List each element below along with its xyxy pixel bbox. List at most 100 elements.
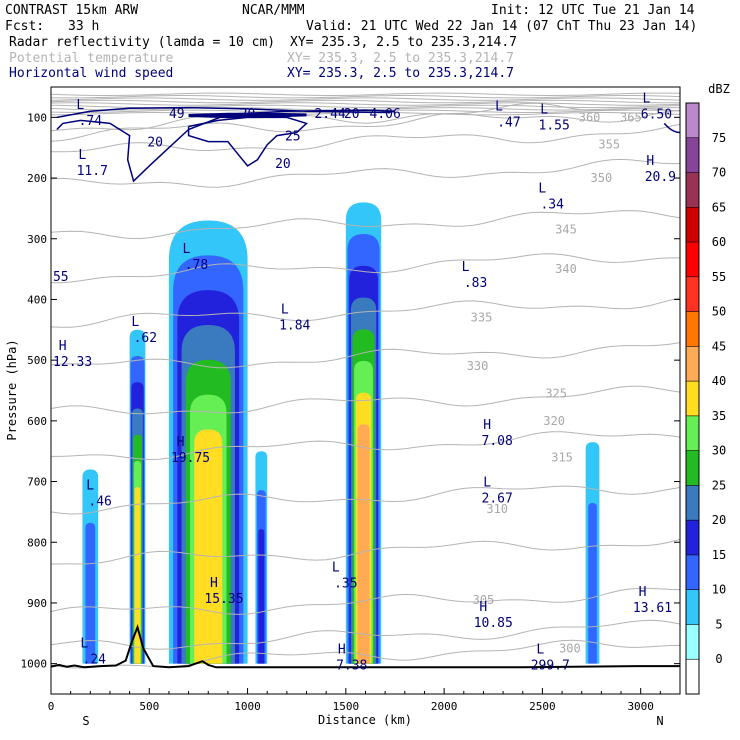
colorbar-swatch [686,172,699,208]
extremum-kind: L [538,181,546,196]
extremum-value: .83 [464,276,487,291]
wind-contour-label: 20 [344,107,360,122]
theta-contour-label: 320 [543,414,565,428]
y-tick-label: 900 [27,597,47,610]
theta-contour-label: 300 [559,641,581,655]
theta-contour-strat [51,99,680,104]
wind-contour [663,122,680,134]
extremum-value: .46 [88,495,111,510]
reflectivity-shell [588,503,597,664]
y-tick-label: 500 [27,354,47,367]
reflectivity-shell [134,487,141,664]
colorbar-swatch [686,659,699,694]
extremum-value: 1.84 [279,319,310,334]
extremum-kind: L [281,303,289,318]
y-tick-label: 100 [27,111,47,124]
theta-contour-label: 305 [473,593,495,607]
field-xy-wind: XY= 235.3, 2.5 to 235.3,214.7 [287,66,514,81]
theta-contour-335 [51,297,680,328]
colorbar-swatch [686,276,699,312]
colorbar: dBZ 0 5 10 15 20 25 30 35 40 45 50 55 60 65 70 75 [685,82,730,695]
theta-contour-strat [51,92,680,96]
extremum-value: 15.35 [204,592,243,607]
colorbar-label: 45 [712,339,726,353]
x-tick-label: 1000 [234,700,261,713]
colorbar-label: 35 [712,409,726,423]
y-axis: 100 200 300 400 500 600 700 800 900 1000 [21,111,680,671]
colorbar-swatch [686,450,699,486]
field-name-reflectivity: Radar reflectivity (lamda = 10 cm) [9,35,275,50]
reflectivity-shell [194,429,223,664]
extremum-kind: H [177,435,185,450]
x-axis-label: Distance (km) [318,713,412,727]
extremum-value: .47 [497,115,520,130]
theta-contour-label: 350 [591,171,613,185]
extremum-kind: L [86,479,94,494]
wind-contour-label: 2.44 [314,107,345,122]
y-tick-label: 400 [27,293,47,306]
y-tick-label: 1000 [21,658,48,671]
extremum-value: 2.67 [482,492,513,507]
extremum-value: .24 [83,653,107,668]
colorbar-label: 30 [712,444,726,458]
theta-contour-strat [51,109,680,113]
theta-contour-label: 355 [598,138,620,152]
colorbar-label: 50 [712,305,726,319]
extremum-kind: L [540,102,548,117]
extremum-kind: H [479,600,487,615]
theta-contour-305 [51,587,680,615]
extremum-kind: L [80,637,88,652]
extremum-value: .55 [45,270,68,285]
wind-contour-label: 25 [285,130,301,145]
reflectivity-fill [82,202,600,664]
init-time: Init: 12 UTC Tue 21 Jan 14 [491,3,695,18]
y-axis-label: Pressure (hPa) [5,339,19,440]
theta-contour-360 [51,109,680,142]
reflectivity-shell [258,529,265,664]
extremum-kind: L [642,91,650,106]
colorbar-label: 0 [715,652,722,666]
x-tick-label: 2000 [431,700,458,713]
extremum-kind: H [483,418,491,433]
colorbar-label: 75 [712,131,726,145]
y-tick-label: 200 [27,172,47,185]
theta-contour-label: 345 [555,223,577,237]
theta-contour-350 [51,158,680,188]
colorbar-swatch [686,485,699,521]
theta-contour-label: 335 [471,311,493,325]
wind-contour-label: 20 [240,107,256,122]
x-tick-label: 1500 [333,700,360,713]
colorbar-swatch [686,103,699,138]
field-name-wind: Horizontal wind speed [9,66,173,81]
colorbar-unit: dBZ [708,82,730,96]
colorbar-swatch [686,415,699,451]
valid-time: Valid: 21 UTC Wed 22 Jan 14 (07 ChT Thu … [306,19,697,34]
plot-area: 300 305 310 315 320 325 330 335 340 345 350 355 360 3… [45,91,680,674]
colorbar-label: 65 [712,200,726,214]
y-tick-label: 800 [27,536,47,549]
field-name-theta: Potential temperature [9,51,174,66]
extremum-value: .35 [334,577,357,592]
extremum-value: .78 [185,258,208,273]
extremum-value: 299.7 [531,659,570,674]
x-tick-label: 500 [139,700,159,713]
extremum-kind: L [462,260,470,275]
wind-contour-label: 20 [275,157,291,172]
extremum-kind: L [495,99,503,114]
theta-contours: 300 305 310 315 320 325 330 335 340 345 350 355 360 3… [51,92,680,669]
theta-contour-label: 340 [555,262,577,276]
colorbar-swatch [686,589,699,625]
colorbar-swatch [686,381,699,416]
colorbar-swatch [686,520,699,555]
extremum-kind: H [646,154,654,169]
extrema-labels: L.74L11.7L.55L.62H12.33L.78L1.84H19.75L.… [45,91,676,674]
x-axis: 0 500 1000 1500 2000 2500 3000 [48,688,661,713]
colorbar-label: 60 [712,235,726,249]
extremum-kind: H [59,339,67,354]
extremum-value: 20.9 [645,170,676,185]
theta-contour-label: 330 [467,359,489,373]
theta-contour-label: 325 [545,387,567,401]
theta-contour-label: 315 [551,450,573,464]
extremum-kind: L [483,476,491,491]
